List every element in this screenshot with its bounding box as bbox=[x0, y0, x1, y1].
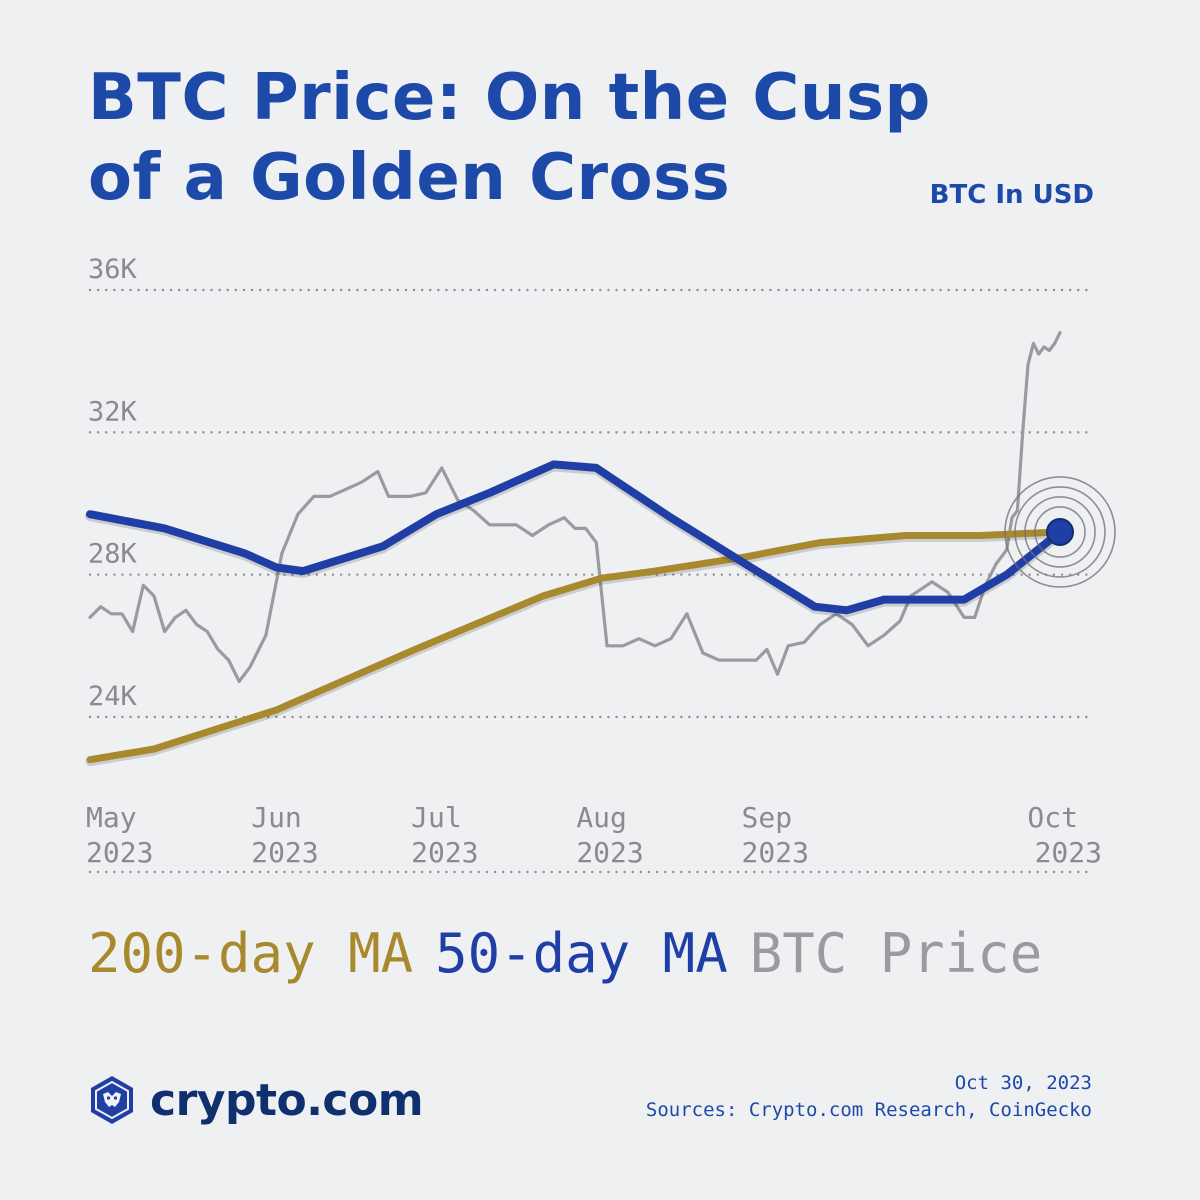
marker-layer bbox=[1004, 476, 1116, 588]
x-tick-month-3: Aug bbox=[576, 801, 627, 834]
label-layer: 36K32K28K24KMay2023Jun2023Jul2023Aug2023… bbox=[86, 254, 1102, 869]
legend-entry-200-day-ma: 200-day MA bbox=[88, 922, 414, 985]
series-line-200-day-ma bbox=[86, 528, 1064, 764]
grid-layer bbox=[88, 288, 1092, 874]
y-tick-label-1: 32K bbox=[88, 396, 138, 427]
highlight-ring-0 bbox=[1004, 476, 1116, 588]
x-tick-year-4: 2023 bbox=[742, 836, 809, 869]
btc-moving-average-chart: 36K32K28K24KMay2023Jun2023Jul2023Aug2023… bbox=[85, 254, 1116, 874]
golden-cross-point bbox=[1046, 517, 1074, 546]
y-tick-label-0: 36K bbox=[88, 254, 138, 285]
x-tick-month-0: May bbox=[86, 801, 137, 834]
unit-label: BTC In USD bbox=[929, 180, 1094, 210]
brand: crypto.com bbox=[88, 1074, 424, 1126]
y-tick-label-3: 24K bbox=[88, 681, 138, 712]
chart-title-line-1: BTC Price: On the Cusp bbox=[88, 61, 931, 135]
x-tick-month-4: Sep bbox=[742, 801, 793, 834]
crypto-com-lion-shield-icon bbox=[91, 1076, 133, 1124]
x-tick-month-5: Oct bbox=[1027, 801, 1078, 834]
series-line-50-day-ma bbox=[86, 460, 1064, 615]
highlight-ring-1 bbox=[1014, 486, 1106, 578]
x-tick-year-2: 2023 bbox=[411, 836, 478, 869]
series-shadow-0 bbox=[85, 529, 1065, 767]
legend-entry-50-day-ma: 50-day MA bbox=[435, 922, 728, 985]
x-tick-year-0: 2023 bbox=[86, 836, 153, 869]
highlight-ring-2 bbox=[1024, 496, 1096, 568]
series-line-btc-price bbox=[88, 331, 1062, 683]
x-tick-month-2: Jul bbox=[411, 801, 462, 834]
series-layer bbox=[85, 331, 1065, 767]
report-date: Oct 30, 2023 bbox=[954, 1072, 1092, 1094]
x-tick-month-1: Jun bbox=[251, 801, 302, 834]
x-tick-year-5: 2023 bbox=[1035, 836, 1102, 869]
x-tick-year-3: 2023 bbox=[576, 836, 643, 869]
x-tick-year-1: 2023 bbox=[251, 836, 318, 869]
brand-name: crypto.com bbox=[150, 1074, 424, 1126]
legend: 200-day MA 50-day MA BTC Price bbox=[88, 922, 1064, 986]
chart-title: BTC Price: On the Cusp of a Golden Cross bbox=[88, 58, 931, 218]
footer: Oct 30, 2023 Sources: Crypto.com Researc… bbox=[646, 1070, 1092, 1124]
sources: Sources: Crypto.com Research, CoinGecko bbox=[645, 1099, 1092, 1121]
legend-entry-btc-price: BTC Price bbox=[749, 922, 1043, 985]
highlight-ring-3 bbox=[1034, 506, 1086, 558]
y-tick-label-2: 28K bbox=[88, 539, 138, 570]
chart-title-line-2: of a Golden Cross bbox=[88, 141, 731, 215]
